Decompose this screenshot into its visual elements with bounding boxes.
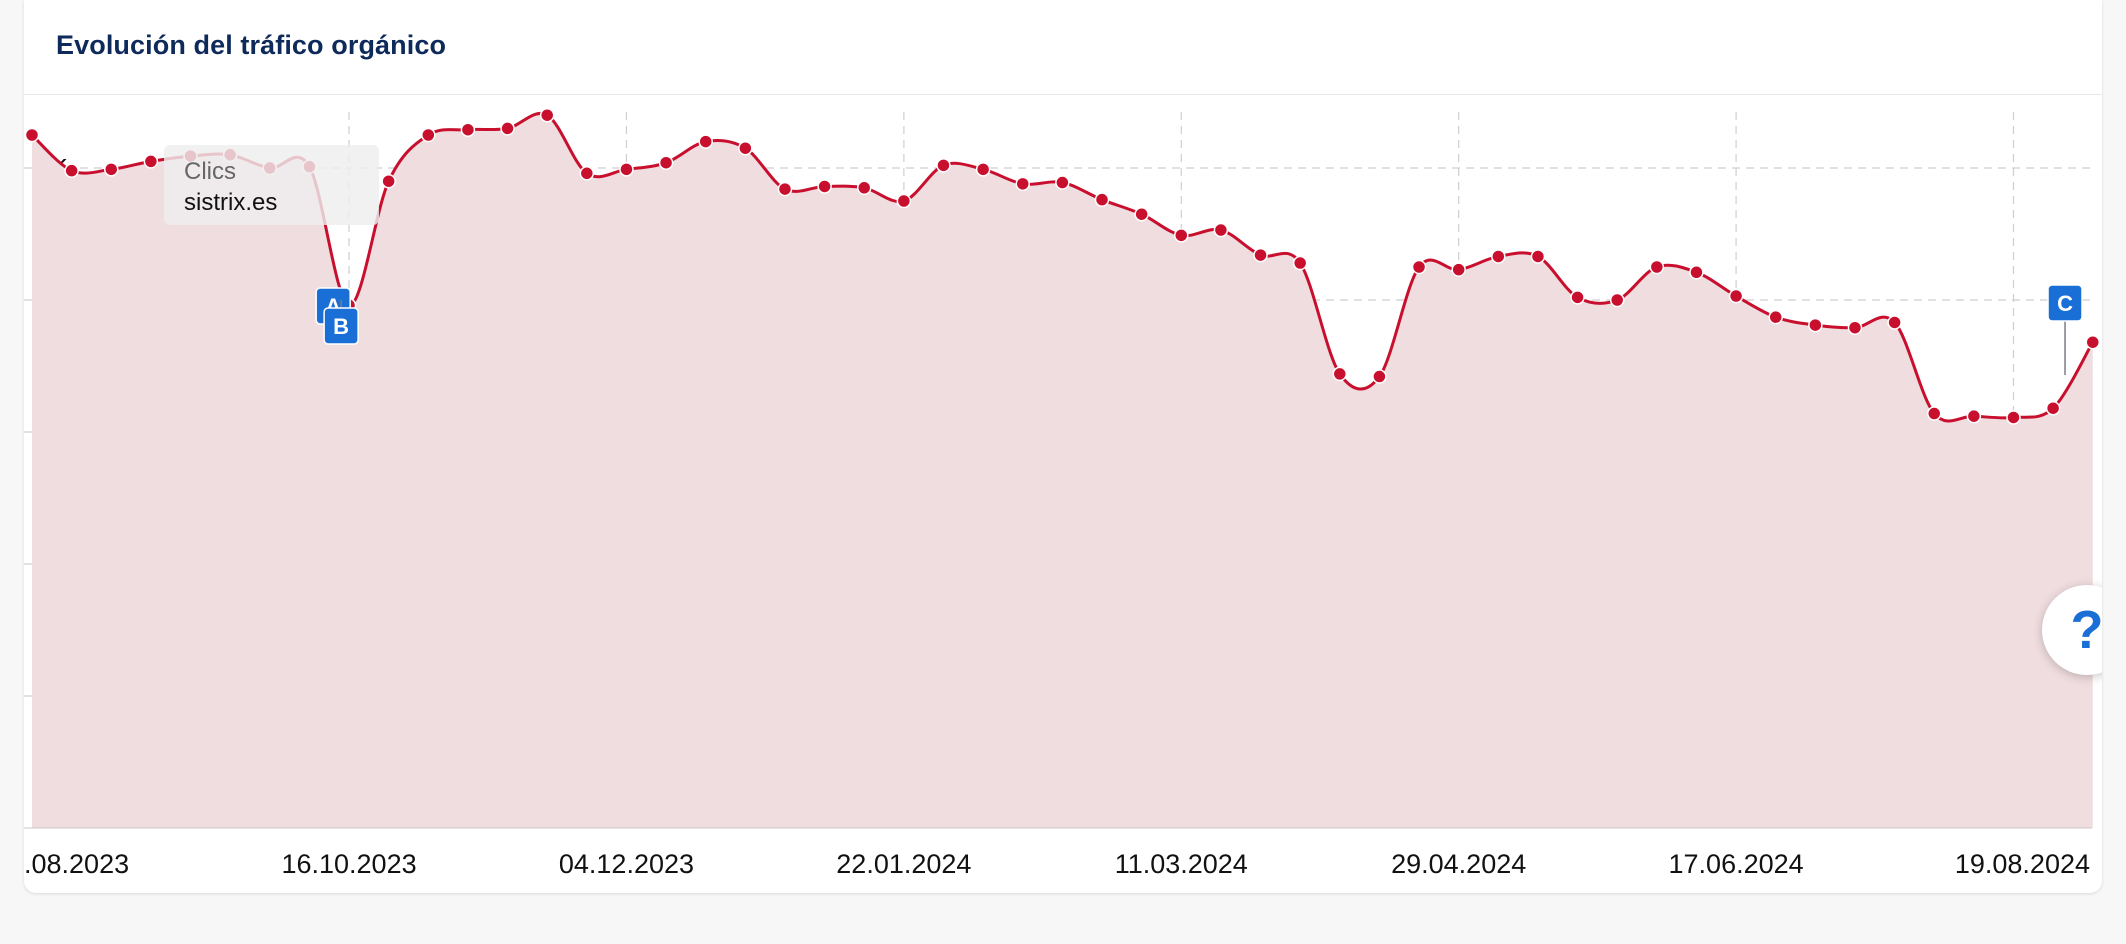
data-point: [777, 181, 793, 197]
data-point: [1292, 255, 1308, 271]
data-point: [1768, 309, 1783, 325]
data-point: [619, 162, 634, 177]
data-point: [896, 193, 912, 209]
x-tick-label: 16.10.2023: [281, 849, 416, 879]
data-point: [856, 180, 872, 196]
data-point: [1530, 249, 1546, 264]
event-flag: [323, 307, 359, 345]
event-flag: [2047, 284, 2083, 322]
data-point: [817, 179, 832, 194]
data-point: [500, 121, 515, 136]
data-point: [1808, 317, 1823, 333]
data-point: [1887, 315, 1902, 330]
data-point: [1094, 192, 1110, 207]
data-point: [936, 158, 951, 173]
data-point: [64, 163, 79, 178]
data-point: [1728, 288, 1744, 304]
data-point: [1253, 247, 1268, 263]
data-point: [24, 127, 40, 143]
data-point: [1174, 228, 1189, 243]
card-header: Evolución del tráfico orgánico: [24, 0, 2102, 95]
data-point: [2006, 410, 2021, 425]
data-point: [1451, 262, 1466, 277]
data-point: [539, 107, 555, 123]
x-tick-label: 17.06.2024: [1669, 849, 1804, 879]
tooltip: Clics sistrix.es: [164, 145, 379, 225]
card-title: Evolución del tráfico orgánico: [56, 30, 447, 60]
data-point: [460, 122, 476, 137]
help-icon: ?: [2070, 600, 2103, 660]
x-tick-label: 29.04.2024: [1391, 849, 1526, 879]
traffic-chart-card: Evolución del tráfico orgánico 10002K3K4…: [24, 0, 2102, 893]
data-point: [658, 155, 674, 170]
data-point: [1689, 265, 1704, 280]
data-point: [2045, 400, 2061, 416]
data-point: [1015, 176, 1030, 192]
tooltip-box: [164, 145, 379, 225]
x-tick-label: 19.08.2024: [1955, 849, 2090, 879]
data-point: [579, 166, 595, 181]
data-point: [104, 162, 119, 177]
data-point: [143, 154, 159, 169]
data-point: [1055, 175, 1070, 190]
event-flag-label: C: [2057, 291, 2073, 316]
data-point: [421, 127, 436, 143]
event-flag-label: B: [333, 314, 349, 339]
data-point: [975, 162, 991, 177]
x-tick-label: 11.03.2024: [1115, 849, 1248, 879]
data-point: [1649, 259, 1665, 275]
tooltip-series: sistrix.es: [184, 189, 277, 216]
data-point: [1570, 290, 1585, 305]
data-point: [1847, 320, 1863, 335]
data-point: [1966, 408, 1982, 424]
data-point: [1372, 369, 1387, 384]
tooltip-title: Clics: [184, 158, 236, 185]
data-point: [1134, 206, 1149, 222]
x-tick-label: 04.12.2023: [559, 849, 694, 879]
data-point: [738, 140, 753, 156]
data-point: [698, 134, 713, 149]
x-tick-label: .08.2023: [24, 849, 129, 879]
data-point: [1411, 259, 1427, 275]
data-point: [1491, 249, 1506, 264]
data-point: [1332, 366, 1348, 382]
data-point: [2085, 334, 2101, 350]
data-point: [1213, 222, 1229, 238]
data-point: [1926, 406, 1942, 421]
data-point: [381, 173, 396, 189]
series-area: [32, 113, 2093, 829]
x-tick-label: 22.01.2024: [836, 849, 971, 879]
traffic-area-chart: 10002K3K4K5K.08.202316.10.202304.12.2023…: [24, 107, 2101, 879]
data-point: [1609, 292, 1625, 308]
